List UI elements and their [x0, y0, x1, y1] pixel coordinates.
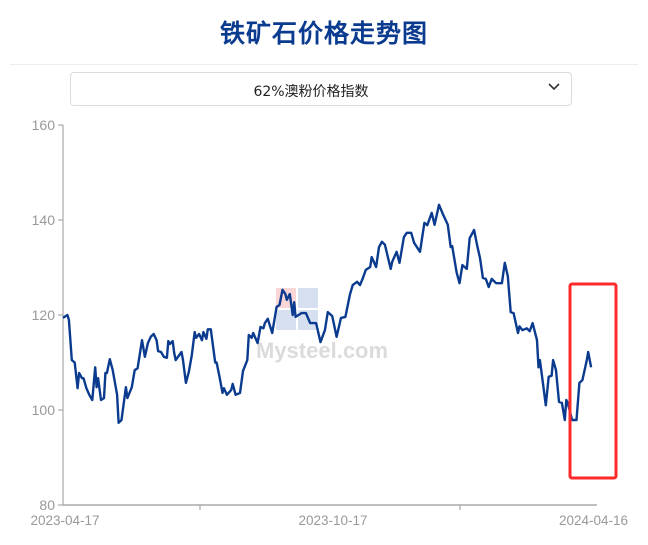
watermark: Mysteel.com	[256, 288, 388, 363]
price-series-line	[62, 203, 593, 424]
x-tick-label: 2024-04-16	[559, 513, 628, 528]
y-tick-label: 120	[32, 307, 56, 323]
y-tick-label: 80	[39, 497, 55, 513]
x-tick-label: 2023-04-17	[30, 513, 99, 528]
index-selector-dropdown[interactable]: 62%澳粉价格指数	[70, 72, 572, 106]
watermark-logo-block	[276, 310, 296, 330]
highlight-box	[568, 282, 618, 480]
x-tick-label: 2023-10-17	[298, 513, 367, 528]
watermark-logo-block	[298, 288, 318, 308]
y-tick-label: 160	[32, 117, 56, 133]
watermark-text: Mysteel.com	[256, 338, 388, 363]
chevron-down-icon	[548, 83, 560, 91]
page-title: 铁矿石价格走势图	[219, 19, 428, 48]
y-tick-label: 100	[32, 402, 56, 418]
y-tick-label: 140	[32, 212, 56, 228]
divider	[10, 64, 638, 65]
selected-index-label: 62%澳粉价格指数	[253, 84, 369, 100]
